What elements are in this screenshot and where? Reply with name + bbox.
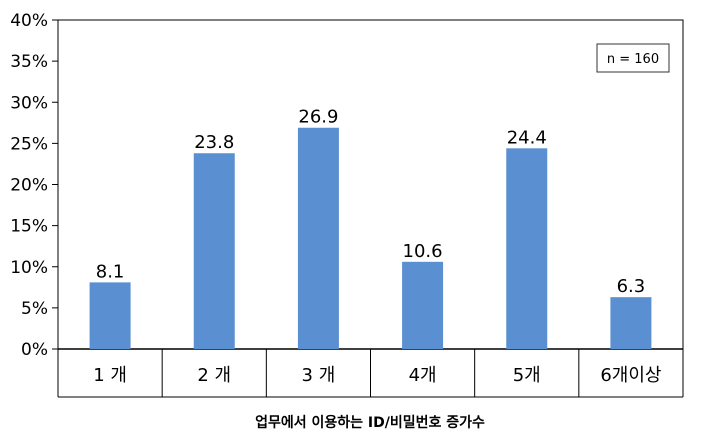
bar bbox=[297, 127, 339, 349]
x-axis-label: 업무에서 이용하는 ID/비밀번호 증가수 bbox=[255, 414, 485, 431]
bar bbox=[402, 261, 444, 349]
y-tick-label: 40% bbox=[10, 11, 48, 31]
sample-size-box: n = 160 bbox=[596, 43, 670, 73]
y-tick-label: 25% bbox=[10, 134, 48, 154]
category-label: 3 개 bbox=[302, 365, 336, 386]
data-label: 10.6 bbox=[403, 241, 443, 262]
data-label: 23.8 bbox=[194, 132, 234, 153]
y-tick-label: 5% bbox=[21, 299, 48, 319]
category-label: 2 개 bbox=[197, 365, 231, 386]
chart-axes bbox=[57, 19, 684, 398]
bar bbox=[193, 153, 235, 349]
y-tick-label: 10% bbox=[10, 258, 48, 278]
bar bbox=[610, 297, 652, 349]
y-tick-label: 30% bbox=[10, 93, 48, 113]
category-label: 6개이상 bbox=[600, 365, 661, 386]
bar bbox=[89, 282, 131, 349]
bars: 8.1 23.8 26.9 10.6 24.4 6.3 bbox=[89, 107, 652, 349]
y-axis-ticks: 0% 5% 10% 15% 20% 25% 30% 35% 40% bbox=[10, 11, 58, 360]
sample-size-note: n = 160 bbox=[607, 52, 659, 67]
y-tick-label: 15% bbox=[10, 217, 48, 237]
data-label: 6.3 bbox=[617, 276, 646, 297]
sample-size-frame bbox=[596, 43, 670, 73]
category-labels: 1 개 2 개 3 개 4개 5개 6개이상 bbox=[93, 365, 661, 386]
y-tick-label: 20% bbox=[10, 176, 48, 196]
y-tick-label: 35% bbox=[10, 52, 48, 72]
data-label: 24.4 bbox=[507, 127, 547, 148]
category-label: 4개 bbox=[409, 365, 437, 386]
plot-area-frame bbox=[57, 19, 684, 350]
category-label: 5개 bbox=[513, 365, 541, 386]
category-label: 1 개 bbox=[93, 365, 127, 386]
bar bbox=[506, 148, 548, 349]
y-tick-label: 0% bbox=[21, 340, 48, 360]
data-label: 26.9 bbox=[298, 107, 338, 128]
data-label: 8.1 bbox=[96, 261, 125, 282]
